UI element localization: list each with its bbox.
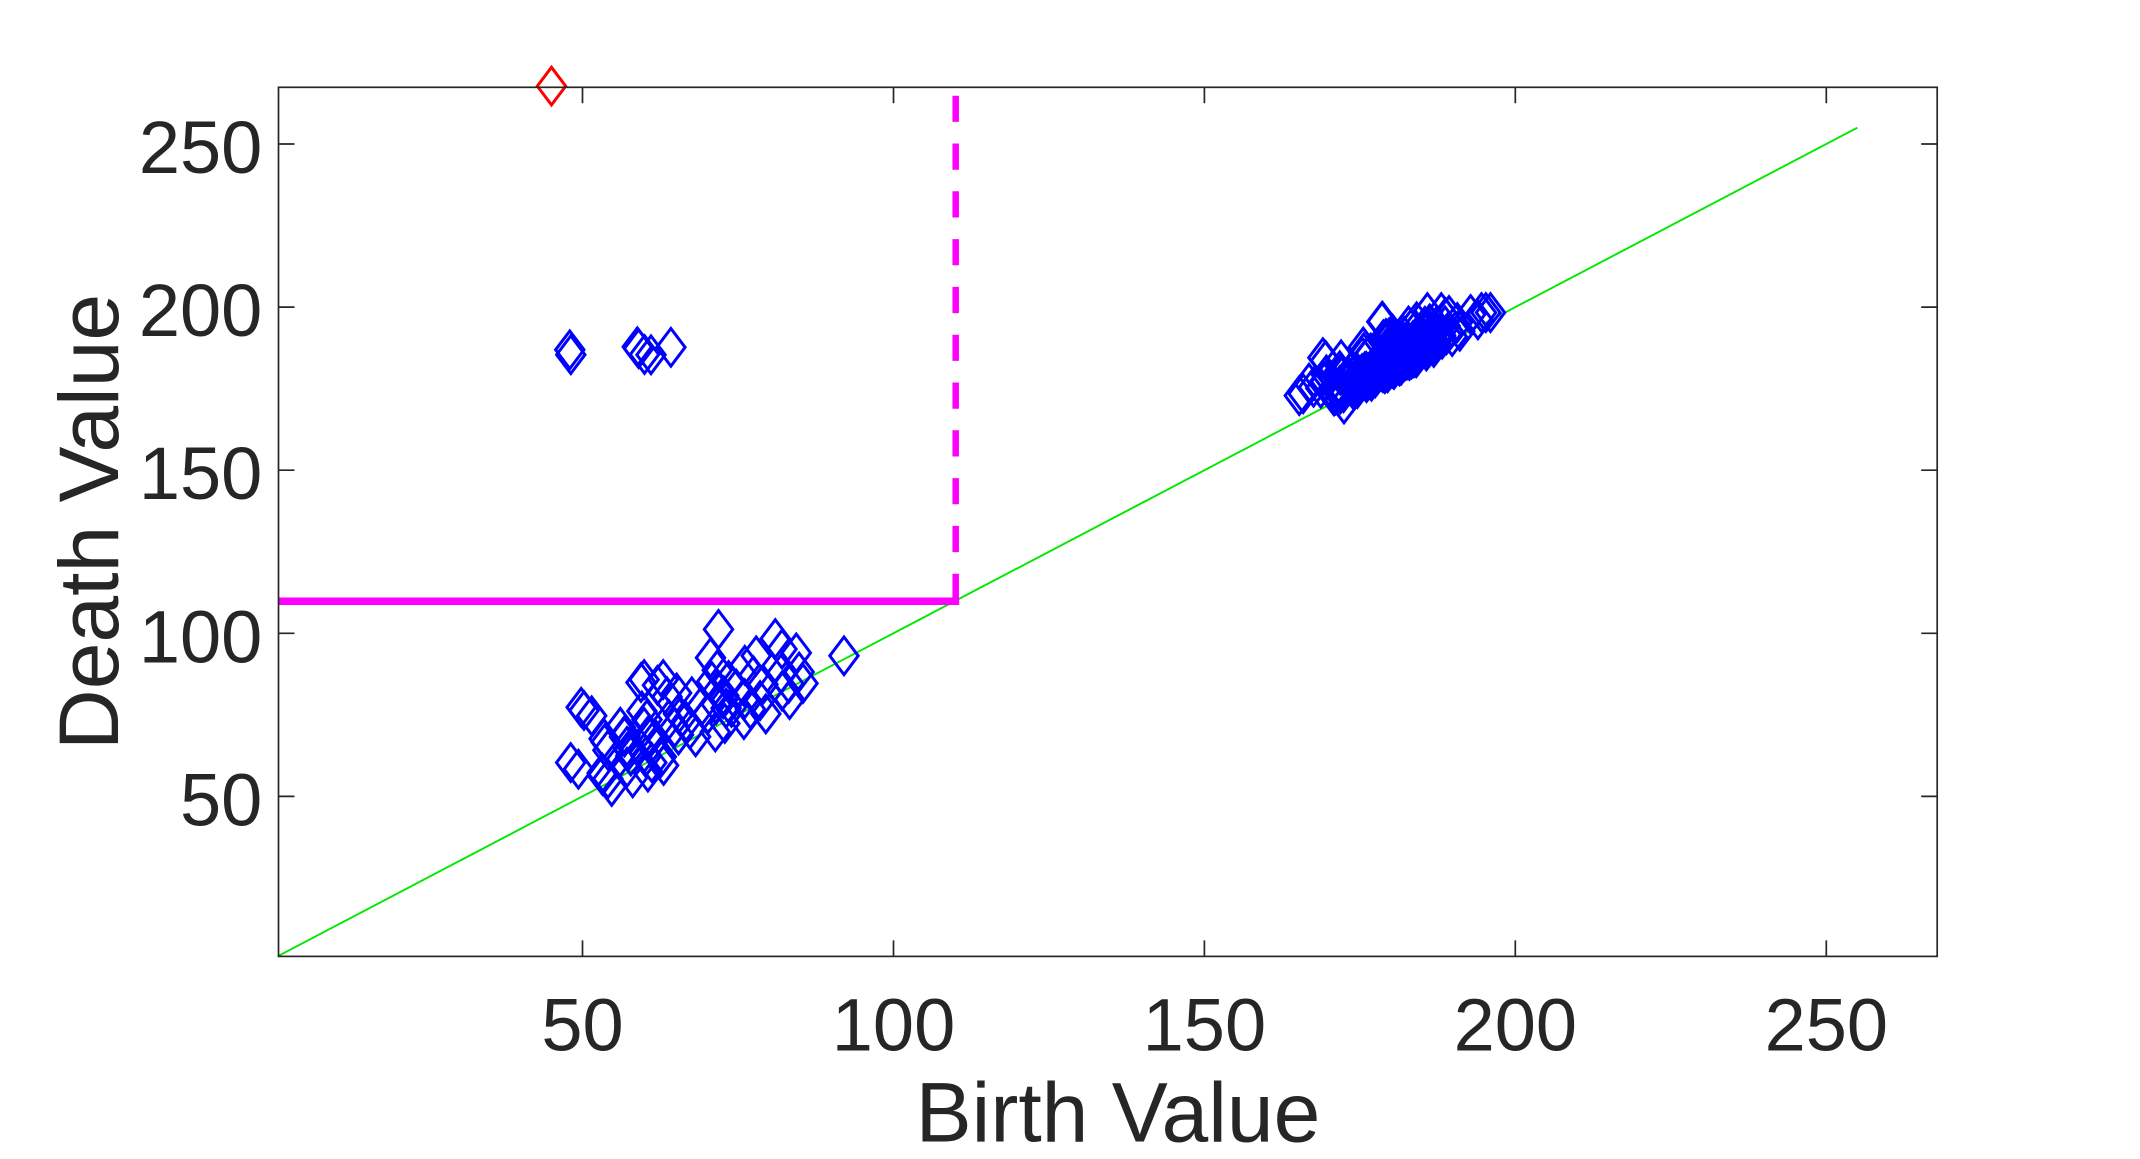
svg-text:150: 150	[1143, 984, 1266, 1067]
svg-text:50: 50	[541, 984, 623, 1067]
svg-text:150: 150	[139, 432, 262, 515]
svg-text:Birth Value: Birth Value	[916, 1066, 1321, 1155]
svg-text:200: 200	[1454, 984, 1577, 1067]
svg-text:200: 200	[139, 269, 262, 352]
svg-text:50: 50	[180, 758, 262, 841]
svg-text:100: 100	[139, 595, 262, 678]
svg-text:100: 100	[832, 984, 955, 1067]
svg-text:Death Value: Death Value	[42, 294, 136, 750]
svg-text:250: 250	[1765, 984, 1888, 1067]
svg-text:250: 250	[139, 106, 262, 189]
